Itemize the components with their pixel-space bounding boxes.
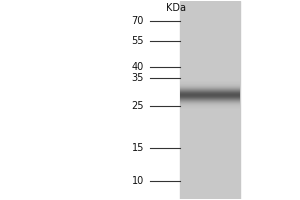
Text: 70: 70 [132, 16, 144, 26]
Text: KDa: KDa [166, 3, 186, 13]
Text: 25: 25 [131, 101, 144, 111]
Text: 35: 35 [132, 73, 144, 83]
Bar [180, 1, 240, 199]
Text: 40: 40 [132, 62, 144, 72]
Text: 15: 15 [132, 143, 144, 153]
Text: 55: 55 [131, 36, 144, 46]
Text: 10: 10 [132, 176, 144, 186]
